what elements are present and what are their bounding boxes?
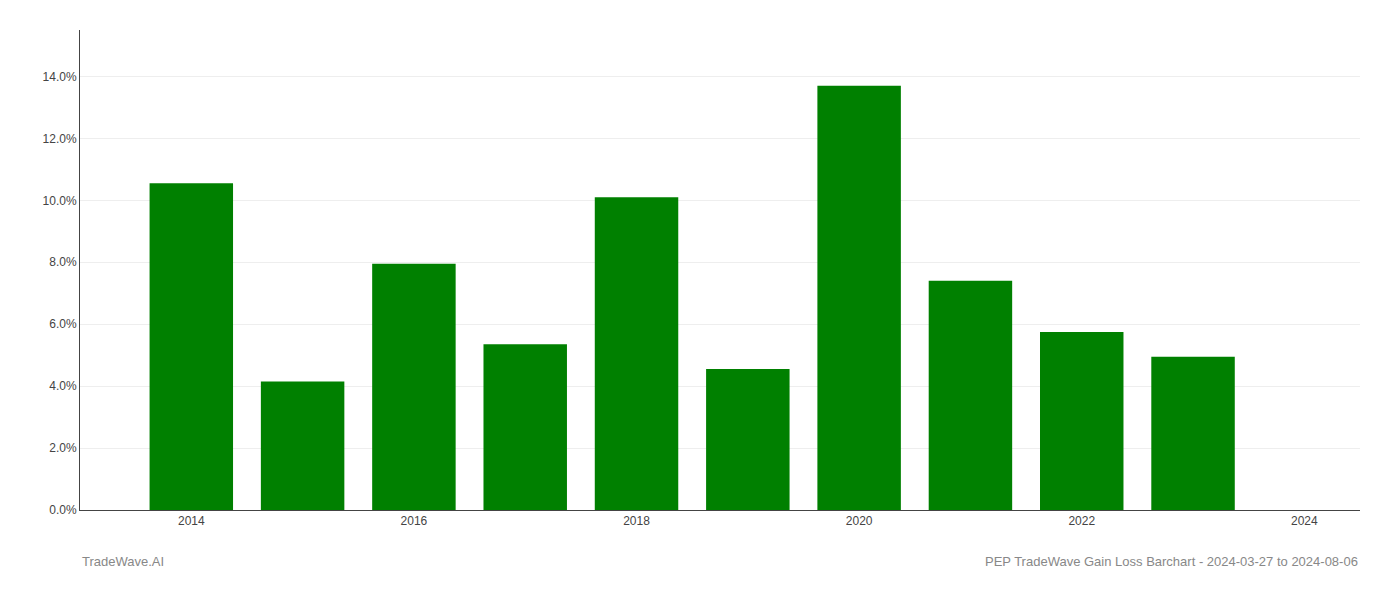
svg-text:2018: 2018 — [623, 514, 650, 528]
svg-text:6.0%: 6.0% — [49, 317, 77, 331]
svg-text:2016: 2016 — [401, 514, 428, 528]
svg-text:TradeWave.AI: TradeWave.AI — [82, 554, 164, 569]
svg-text:2020: 2020 — [846, 514, 873, 528]
svg-text:12.0%: 12.0% — [43, 132, 77, 146]
svg-text:4.0%: 4.0% — [49, 379, 77, 393]
svg-text:0.0%: 0.0% — [49, 503, 77, 517]
svg-text:14.0%: 14.0% — [43, 70, 77, 84]
svg-text:PEP TradeWave Gain Loss Barcha: PEP TradeWave Gain Loss Barchart - 2024-… — [985, 554, 1358, 569]
svg-text:2.0%: 2.0% — [49, 441, 77, 455]
svg-text:2024: 2024 — [1291, 514, 1318, 528]
svg-text:8.0%: 8.0% — [49, 255, 77, 269]
svg-text:10.0%: 10.0% — [43, 194, 77, 208]
svg-text:2022: 2022 — [1068, 514, 1095, 528]
svg-text:2014: 2014 — [178, 514, 205, 528]
